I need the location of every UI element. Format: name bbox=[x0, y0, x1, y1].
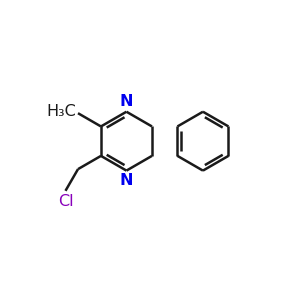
Text: H₃C: H₃C bbox=[46, 104, 76, 119]
Text: N: N bbox=[120, 94, 133, 110]
Text: N: N bbox=[120, 173, 133, 188]
Text: Cl: Cl bbox=[58, 194, 73, 209]
